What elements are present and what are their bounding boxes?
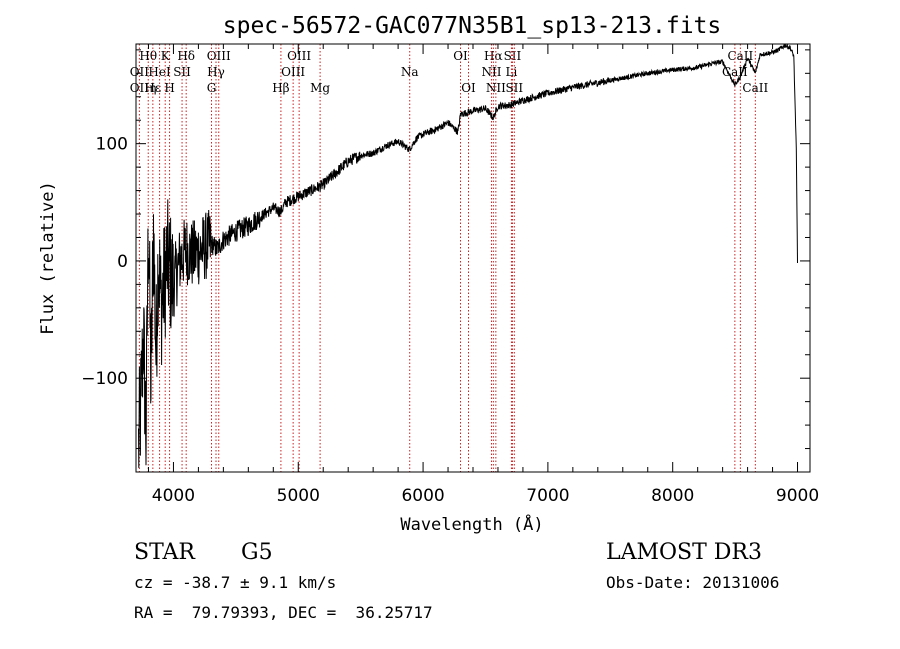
spectral-line-label: NII [481,65,501,79]
object-class: STAR [134,540,195,565]
spectral-line-label: SII [504,49,522,63]
spectral-line-label: K [161,49,171,63]
x-axis-label: Wavelength (Å) [400,513,543,535]
x-tick-label: 4000 [152,486,195,506]
y-axis-label: Flux (relative) [38,181,58,335]
plot-frame [135,43,811,473]
object-subclass: G5 [241,540,273,565]
spectral-line-label: Hθ [139,49,157,63]
x-tick-label: 5000 [277,486,320,506]
spectral-line-label: CaII [742,81,768,95]
spectral-line-label: OI [453,49,468,63]
spectrum-series-line [138,43,798,468]
spectral-line-label: Hβ [272,81,289,95]
spectral-line-label: SII [505,81,523,95]
velocity-readout: cz = -38.7 ± 9.1 km/s [134,573,337,592]
spectral-line-label: OIII [287,49,311,63]
spectral-line-label: η [149,81,156,95]
spectral-line-label: OIII [281,65,305,79]
spectral-line-label: HeI [148,65,171,79]
y-tick-label: −100 [81,369,128,389]
spectral-line-label: H [164,81,174,95]
x-tick-label: 6000 [401,486,444,506]
survey-name: LAMOST DR3 [606,540,762,565]
spectral-line-label: OIII [207,49,231,63]
spectral-line-label: Hγ [207,65,225,79]
spectral-line-label: Li [506,65,518,79]
spectral-line-label: OII [130,81,150,95]
spectrum-layer [138,43,798,468]
spectral-line-label: Hα [484,49,503,63]
spectral-line-label: Mg [310,81,330,95]
spectral-line-label: SII [173,65,191,79]
spectral-line-label: Hε [145,81,162,95]
spectral-line-label: Na [401,65,419,79]
y-tick-label: 0 [117,252,128,272]
x-tick-label: 8000 [651,486,694,506]
y-tick-label: 100 [96,135,128,155]
chart-title: spec-56572-GAC077N35B1_sp13-213.fits [223,13,722,39]
coordinates: RA = 79.79393, DEC = 36.25717 [134,603,433,622]
spectral-line-label: NII [486,81,506,95]
spectral-line-label: Hδ [177,49,195,63]
x-tick-label: 7000 [526,486,569,506]
obs-date: Obs-Date: 20131006 [606,573,780,592]
axis-ticks: 4000 5000 6000 7000 8000 9000 −100 0 100 [81,44,819,506]
spectral-line-label: G [207,81,217,95]
spectral-line-label: OI [461,81,476,95]
spectral-line-label: OII [130,65,150,79]
x-tick-label: 9000 [776,486,819,506]
